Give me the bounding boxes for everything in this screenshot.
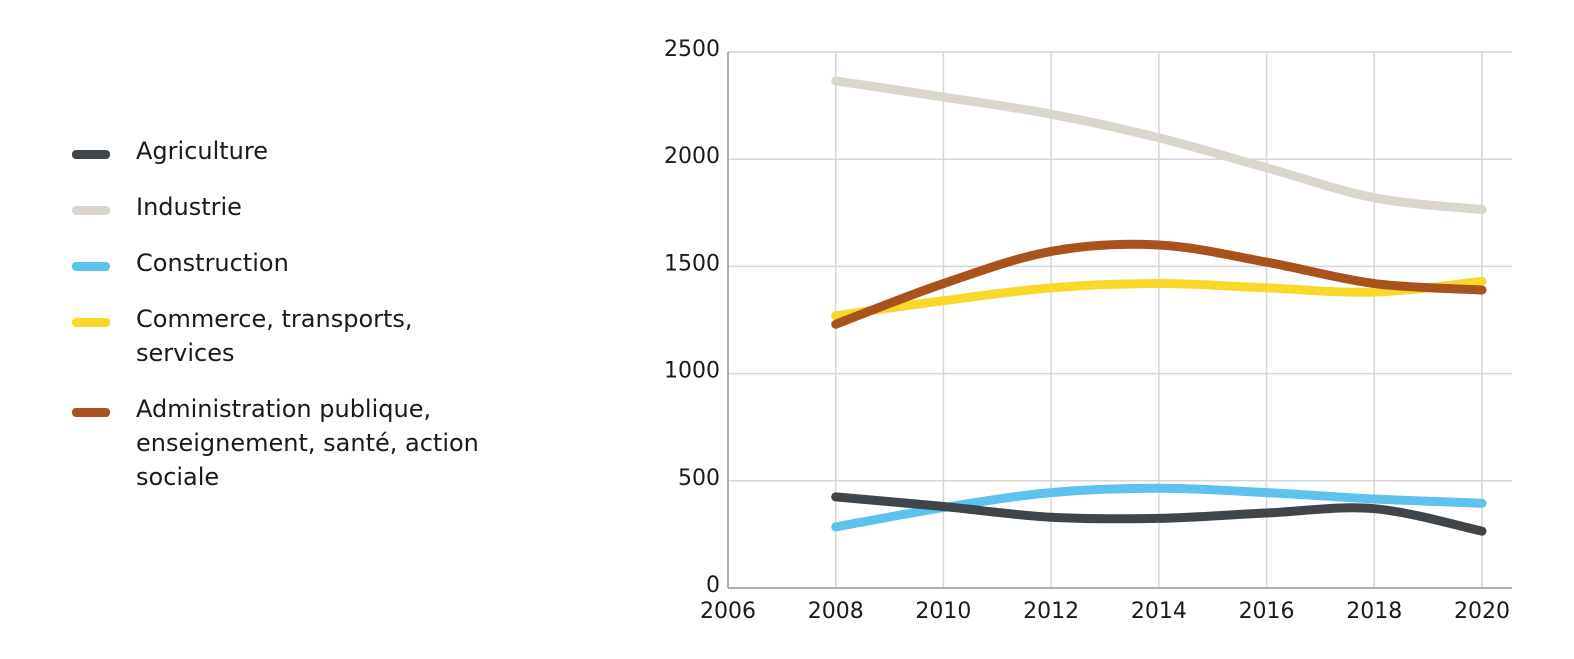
y-tick-label: 2000 [664, 144, 720, 169]
x-tick-label: 2010 [915, 599, 971, 624]
x-tick-label: 2020 [1454, 599, 1510, 624]
y-tick-label: 0 [706, 573, 720, 598]
y-tick-label: 2500 [664, 37, 720, 62]
series-line-commerce [831, 276, 1487, 321]
legend-item-construction: Construction [72, 246, 542, 280]
legend-swatch-construction [72, 262, 110, 271]
legend-swatch-administration [72, 408, 110, 417]
y-tick-label: 1000 [664, 359, 720, 384]
x-tick-label: 2016 [1239, 599, 1295, 624]
series-line-industrie [831, 76, 1487, 215]
x-tick-label: 2012 [1023, 599, 1079, 624]
legend-item-industrie: Industrie [72, 190, 542, 224]
series-line-administration [831, 239, 1487, 329]
legend-label-industrie: Industrie [136, 193, 242, 221]
y-tick-label: 500 [678, 466, 720, 491]
legend-item-agriculture: Agriculture [72, 134, 542, 168]
legend-label-commerce: Commerce, transports, services [136, 305, 413, 367]
x-tick-label: 2006 [700, 599, 756, 624]
legend-swatch-agriculture [72, 150, 110, 159]
legend-swatch-industrie [72, 206, 110, 215]
legend-label-construction: Construction [136, 249, 289, 277]
legend-item-commerce: Commerce, transports, services [72, 302, 542, 370]
x-tick-label: 2018 [1346, 599, 1402, 624]
chart-legend: Agriculture Industrie Construction Comme… [72, 134, 542, 516]
legend-item-administration: Administration publique, enseignement, s… [72, 392, 542, 494]
legend-swatch-commerce [72, 318, 110, 327]
legend-label-administration: Administration publique, enseignement, s… [136, 395, 479, 491]
series-line-agriculture [831, 492, 1487, 536]
x-tick-label: 2014 [1131, 599, 1187, 624]
x-tick-label: 2008 [808, 599, 864, 624]
y-tick-label: 1500 [664, 251, 720, 276]
legend-label-agriculture: Agriculture [136, 137, 268, 165]
